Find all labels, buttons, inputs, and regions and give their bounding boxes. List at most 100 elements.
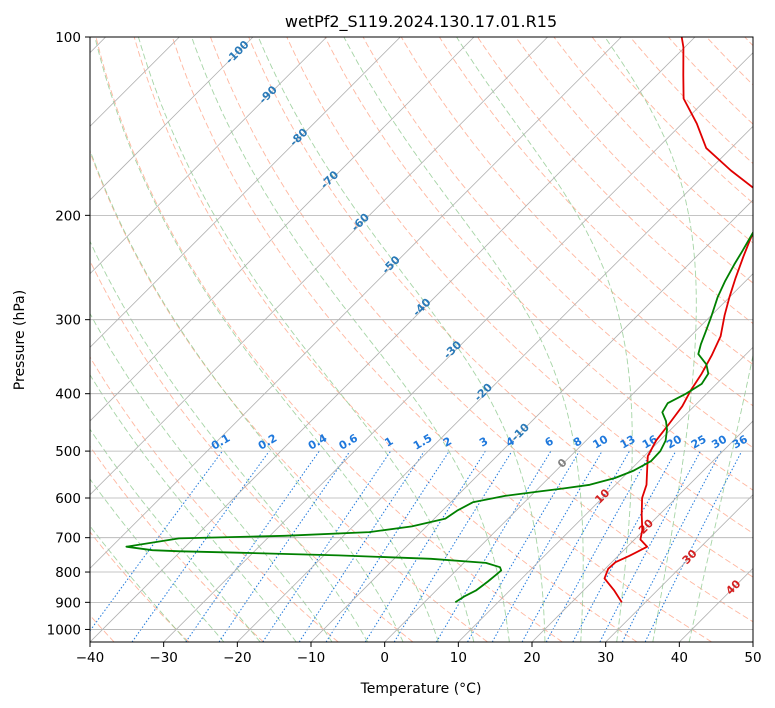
- mixing-ratio-label: 16: [640, 432, 660, 451]
- moist-adiabat: [90, 240, 369, 642]
- mixing-ratio-line: [521, 450, 630, 642]
- moist-adiabat-label: 30: [680, 547, 700, 567]
- isoline-labels: 0.1 0.2 0.4 0.6 1 1.5 2 3 4 6 8 10 13 16 20 25 30 36-100-…: [209, 38, 750, 598]
- y-tick-label: 600: [55, 491, 81, 507]
- dry-adiabat: [706, 37, 753, 86]
- y-tick-label: 100: [55, 30, 81, 46]
- plot-frame: [89, 36, 754, 643]
- y-tick-label: 900: [55, 595, 81, 611]
- dry-adiabat: [248, 37, 753, 578]
- moist-adiabat: [90, 312, 333, 642]
- dry-adiabat: [553, 37, 753, 244]
- dry-adiabat: [400, 37, 753, 407]
- mixing-ratio-label: 25: [689, 433, 709, 452]
- y-tick-label: 200: [55, 208, 81, 224]
- moist-adiabat: [137, 37, 475, 642]
- isotherm-gridline: [90, 37, 696, 642]
- isotherm-gridline: [90, 37, 401, 348]
- y-axis-label: Pressure (hPa): [12, 290, 28, 390]
- dry-adiabat: [286, 37, 753, 534]
- isotherm-gridline: [90, 37, 254, 201]
- mixing-ratio-label: 1: [382, 435, 395, 450]
- axes: −40 −30 −20 −10 0 10 20 30 40 5010020030040050060…: [47, 30, 762, 666]
- mixing-ratio-label: 20: [664, 432, 684, 451]
- mixing-ratio-label: 10: [591, 432, 611, 451]
- dry-adiabat: [629, 37, 753, 165]
- moist-adiabat-label: -90: [256, 83, 279, 106]
- dry-adiabat: [90, 445, 264, 642]
- isotherm-gridline: [90, 37, 327, 275]
- mixing-ratio-label: 13: [618, 433, 638, 452]
- moist-adiabat-label: -60: [349, 210, 372, 233]
- dry-adiabat: [591, 37, 753, 204]
- mixing-ratio-line: [621, 450, 722, 642]
- moist-adiabat-label: 20: [636, 516, 656, 536]
- x-tick-label: 30: [597, 650, 614, 666]
- y-tick-label: 400: [55, 387, 81, 403]
- moist-adiabat-label: 40: [723, 577, 743, 597]
- dry-adiabat: [744, 37, 753, 47]
- y-tick-label: 300: [55, 313, 81, 329]
- isotherm-gridline: [90, 37, 622, 569]
- isotherm-gridline: [605, 494, 753, 642]
- moist-adiabat-label: 0: [555, 456, 570, 471]
- x-tick-label: 10: [450, 650, 467, 666]
- mixing-ratio-line: [393, 450, 513, 642]
- mixing-ratio-label: 0.2: [256, 432, 279, 453]
- moist-adiabat-label: -80: [287, 125, 310, 148]
- moist-adiabat: [90, 478, 225, 642]
- moist-adiabat: [688, 353, 753, 642]
- y-tick-label: 500: [55, 444, 81, 460]
- sounding-profiles: [125, 37, 753, 604]
- mixing-ratio-label: 3: [477, 435, 490, 450]
- mixing-ratio-line: [131, 450, 270, 642]
- mixing-ratio-line: [185, 450, 320, 642]
- x-tick-label: −30: [149, 650, 178, 666]
- x-axis-label: Temperature (°C): [360, 681, 482, 697]
- isotherm-gridline: [237, 125, 753, 642]
- y-tick-label: 700: [55, 531, 81, 547]
- moist-adiabat-label: -70: [318, 168, 341, 191]
- dry-adiabat: [90, 150, 488, 642]
- isotherm-gridline: [458, 346, 753, 642]
- x-tick-label: 50: [744, 650, 761, 666]
- moist-adiabat: [604, 37, 697, 642]
- mixing-ratio-line: [644, 450, 743, 642]
- dry-adiabat: [668, 37, 753, 125]
- background-lines: [90, 37, 753, 642]
- moist-adiabat-label: -30: [441, 338, 464, 361]
- mixing-ratio-line: [599, 450, 701, 642]
- dry-adiabat: [90, 259, 414, 642]
- dry-adiabat: [439, 37, 753, 365]
- mixing-ratio-label: 0.4: [306, 431, 330, 452]
- mixing-ratio-line: [364, 450, 486, 642]
- mixing-ratio-label: 6: [543, 434, 556, 449]
- mixing-ratio-label: 0.1: [209, 432, 232, 453]
- temperature-profile: [603, 37, 753, 603]
- moist-adiabat: [343, 37, 584, 642]
- mixing-ratio-line: [435, 450, 552, 642]
- mixing-ratio-line: [218, 450, 351, 642]
- moist-adiabat: [90, 148, 404, 642]
- dry-adiabat: [477, 37, 753, 325]
- x-tick-label: −40: [76, 650, 105, 666]
- x-tick-label: 20: [523, 650, 540, 666]
- x-tick-label: 0: [380, 650, 389, 666]
- moist-adiabat: [257, 37, 546, 642]
- isotherm-gridline: [531, 420, 753, 642]
- dry-adiabat: [324, 37, 753, 491]
- chart-title: wetPf2_S119.2024.130.17.01.R15: [285, 12, 557, 32]
- isotherm-gridline: [384, 273, 753, 642]
- mixing-ratio-line: [325, 450, 450, 642]
- mixing-ratio-line: [545, 450, 653, 642]
- dry-adiabat: [95, 37, 563, 642]
- dry-adiabat: [90, 356, 339, 642]
- moist-adiabat: [94, 37, 439, 642]
- isotherm-gridline: [163, 52, 753, 642]
- isotherm-gridline: [90, 37, 548, 496]
- dry-adiabat: [515, 37, 753, 284]
- moist-adiabat: [191, 37, 510, 642]
- mixing-ratio-line: [262, 450, 392, 642]
- mixing-ratio-line: [90, 450, 223, 632]
- isotherm-gridline: [752, 641, 753, 642]
